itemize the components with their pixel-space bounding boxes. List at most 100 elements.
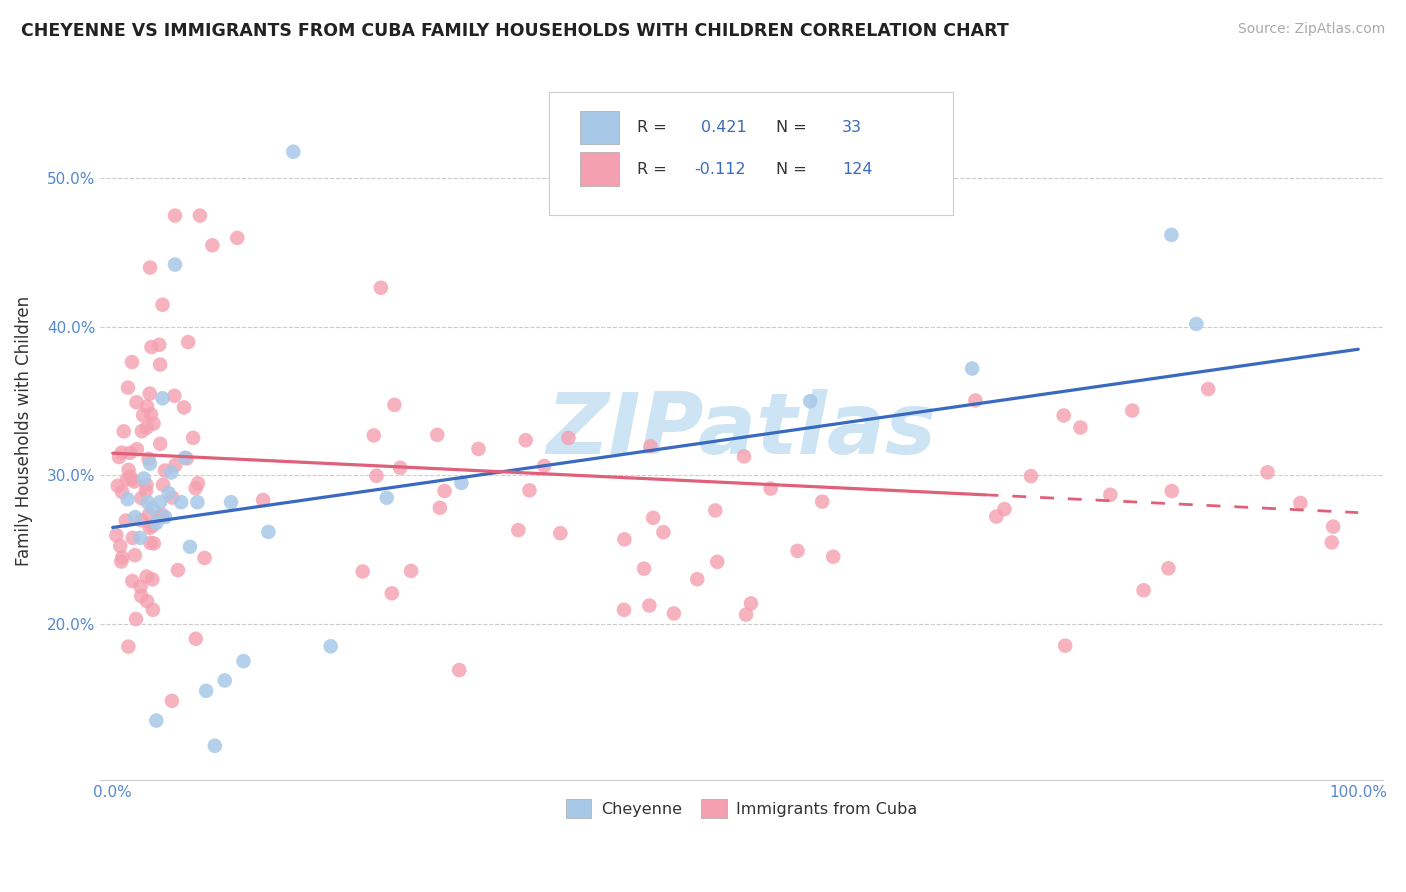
Point (375, 491, 398, 505)
Point (1069, 420, 1091, 434)
Point (786, 544, 808, 558)
Point (381, 586, 404, 600)
Point (613, 603, 636, 617)
Point (157, 486, 180, 500)
Point (433, 483, 456, 498)
Point (643, 510, 665, 524)
Point (125, 612, 148, 626)
Point (111, 550, 134, 565)
Point (1185, 317, 1208, 331)
Point (135, 420, 157, 434)
Point (148, 510, 170, 524)
Point (165, 458, 187, 472)
Point (993, 502, 1015, 516)
Point (640, 439, 662, 453)
Point (129, 491, 152, 505)
Point (257, 524, 280, 539)
Point (173, 401, 195, 415)
Point (167, 563, 190, 577)
Point (149, 358, 172, 372)
Point (662, 607, 685, 621)
Point (319, 640, 342, 654)
Point (550, 526, 572, 541)
Point (184, 481, 207, 495)
Point (232, 654, 254, 668)
Point (186, 495, 208, 509)
Point (149, 495, 172, 509)
Point (686, 572, 709, 586)
Point (204, 739, 226, 753)
Point (1289, 496, 1312, 510)
Point (124, 510, 146, 524)
Point (163, 258, 186, 272)
Point (122, 475, 145, 489)
Point (986, 509, 1008, 524)
Point (152, 477, 174, 491)
Point (366, 468, 388, 483)
Point (136, 594, 159, 608)
Point (139, 457, 162, 471)
Point (704, 503, 727, 517)
Point (160, 466, 183, 480)
Point (162, 491, 184, 505)
Point (112, 425, 135, 439)
Point (105, 528, 128, 542)
Point (121, 574, 143, 588)
Point (533, 458, 555, 473)
Point (125, 442, 148, 457)
Point (152, 508, 174, 522)
Point (179, 540, 201, 554)
Point (1157, 561, 1180, 575)
Point (129, 580, 152, 594)
Point (1099, 488, 1122, 502)
Point (139, 408, 162, 422)
Point (145, 516, 167, 530)
Point (1160, 484, 1182, 499)
FancyBboxPatch shape (581, 153, 619, 186)
Point (142, 501, 165, 516)
Point (142, 518, 165, 533)
Point (153, 464, 176, 478)
Point (1019, 469, 1042, 483)
Point (135, 478, 157, 492)
Point (960, 361, 983, 376)
Point (799, 394, 821, 409)
Point (181, 431, 204, 445)
Legend: Cheyenne, Immigrants from Cuba: Cheyenne, Immigrants from Cuba (560, 793, 924, 824)
Point (117, 381, 139, 395)
Text: CHEYENNE VS IMMIGRANTS FROM CUBA FAMILY HOUSEHOLDS WITH CHILDREN CORRELATION CHA: CHEYENNE VS IMMIGRANTS FROM CUBA FAMILY … (21, 22, 1010, 40)
Point (823, 549, 845, 564)
Point (118, 446, 141, 460)
Point (508, 523, 530, 537)
Point (252, 492, 274, 507)
Point (384, 398, 406, 412)
Text: 0.421: 0.421 (700, 120, 747, 135)
Point (107, 479, 129, 493)
Point (153, 510, 176, 524)
Point (121, 531, 143, 545)
Point (115, 514, 138, 528)
Point (449, 663, 471, 677)
Point (638, 599, 661, 613)
Point (170, 495, 193, 509)
Point (121, 355, 143, 369)
Point (184, 632, 207, 646)
Point (142, 603, 165, 617)
Point (132, 408, 155, 422)
Point (187, 476, 209, 491)
Point (115, 473, 138, 487)
Point (138, 508, 160, 522)
Point (1160, 227, 1182, 242)
Point (152, 391, 174, 405)
Point (117, 463, 139, 477)
Point (111, 445, 134, 459)
Point (138, 386, 160, 401)
Text: N =: N = (776, 161, 813, 177)
FancyBboxPatch shape (550, 93, 953, 215)
Point (759, 482, 782, 496)
Point (1322, 519, 1344, 533)
Point (142, 536, 165, 550)
Point (139, 521, 162, 535)
Point (283, 145, 305, 159)
Point (1257, 465, 1279, 479)
